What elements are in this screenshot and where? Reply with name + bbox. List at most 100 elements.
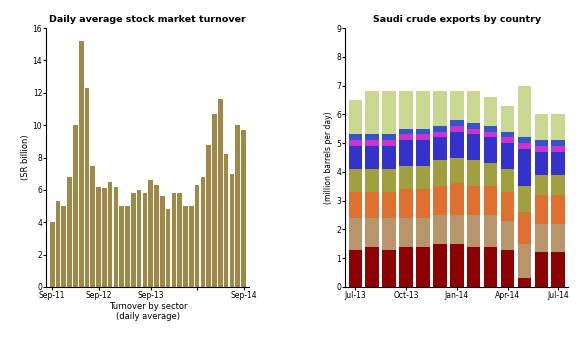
Bar bbox=[416, 166, 430, 189]
Bar bbox=[382, 169, 396, 192]
Bar bbox=[535, 140, 548, 146]
Bar bbox=[349, 250, 362, 287]
Bar bbox=[235, 125, 240, 287]
Bar bbox=[484, 132, 498, 137]
Bar bbox=[552, 252, 565, 287]
Bar bbox=[433, 126, 447, 132]
Bar bbox=[484, 215, 498, 247]
Bar bbox=[399, 189, 413, 218]
Bar bbox=[501, 221, 514, 250]
Bar bbox=[399, 140, 413, 166]
Bar bbox=[67, 177, 72, 287]
Bar bbox=[56, 201, 60, 287]
Bar bbox=[61, 206, 66, 287]
Bar bbox=[166, 209, 171, 287]
Bar bbox=[365, 218, 379, 247]
Bar bbox=[535, 195, 548, 224]
Bar bbox=[535, 252, 548, 287]
Bar bbox=[501, 132, 514, 137]
Bar bbox=[535, 175, 548, 195]
Bar bbox=[433, 186, 447, 215]
Bar bbox=[484, 97, 498, 126]
Bar bbox=[467, 134, 480, 160]
Bar bbox=[552, 152, 565, 175]
Title: Daily average stock market turnover: Daily average stock market turnover bbox=[49, 15, 246, 24]
Bar bbox=[79, 41, 84, 287]
Bar bbox=[365, 140, 379, 146]
Bar bbox=[85, 88, 89, 287]
Bar bbox=[365, 247, 379, 287]
Bar bbox=[416, 134, 430, 140]
Bar bbox=[433, 160, 447, 186]
Bar bbox=[349, 100, 362, 134]
Bar bbox=[450, 126, 463, 132]
Bar bbox=[518, 85, 531, 137]
Bar bbox=[349, 140, 362, 146]
Bar bbox=[467, 215, 480, 247]
Bar bbox=[230, 174, 234, 287]
Bar bbox=[467, 123, 480, 129]
Y-axis label: (million barrels per day): (million barrels per day) bbox=[324, 111, 334, 204]
Bar bbox=[108, 182, 113, 287]
Bar bbox=[433, 215, 447, 244]
Bar bbox=[467, 160, 480, 186]
Bar bbox=[241, 130, 246, 287]
Bar bbox=[399, 129, 413, 134]
Bar bbox=[365, 169, 379, 192]
Bar bbox=[450, 183, 463, 215]
Bar bbox=[552, 140, 565, 146]
Y-axis label: (SR billion): (SR billion) bbox=[21, 135, 30, 180]
Bar bbox=[433, 244, 447, 287]
Bar bbox=[365, 91, 379, 134]
Bar bbox=[535, 224, 548, 252]
Bar bbox=[518, 149, 531, 186]
Bar bbox=[212, 114, 217, 287]
Bar bbox=[467, 129, 480, 134]
Bar bbox=[518, 212, 531, 244]
Bar bbox=[552, 195, 565, 224]
Bar bbox=[518, 137, 531, 143]
Bar bbox=[501, 192, 514, 221]
Bar bbox=[518, 244, 531, 278]
Bar bbox=[90, 166, 95, 287]
Bar bbox=[172, 193, 176, 287]
Bar bbox=[501, 143, 514, 169]
Bar bbox=[382, 140, 396, 146]
Bar bbox=[518, 278, 531, 287]
Bar bbox=[467, 247, 480, 287]
Bar bbox=[349, 169, 362, 192]
Bar bbox=[177, 193, 182, 287]
Bar bbox=[201, 177, 205, 287]
Bar bbox=[416, 129, 430, 134]
Bar bbox=[382, 134, 396, 140]
Bar bbox=[484, 163, 498, 186]
Bar bbox=[365, 146, 379, 169]
Bar bbox=[365, 134, 379, 140]
Bar bbox=[552, 114, 565, 140]
Bar bbox=[501, 137, 514, 143]
Bar bbox=[450, 158, 463, 183]
Bar bbox=[349, 146, 362, 169]
Bar bbox=[484, 186, 498, 215]
Bar bbox=[399, 218, 413, 247]
Bar bbox=[365, 192, 379, 218]
Bar bbox=[484, 137, 498, 163]
Bar bbox=[433, 91, 447, 126]
Bar bbox=[450, 91, 463, 120]
Bar bbox=[131, 193, 136, 287]
Bar bbox=[195, 185, 200, 287]
Bar bbox=[399, 247, 413, 287]
Bar bbox=[114, 187, 118, 287]
Bar bbox=[148, 180, 153, 287]
Bar bbox=[382, 91, 396, 134]
Bar bbox=[96, 187, 101, 287]
Bar bbox=[433, 132, 447, 137]
Bar bbox=[349, 218, 362, 250]
Bar bbox=[450, 132, 463, 158]
Bar bbox=[416, 91, 430, 129]
Bar bbox=[467, 186, 480, 215]
Bar bbox=[552, 146, 565, 152]
Bar bbox=[518, 143, 531, 149]
Bar bbox=[433, 137, 447, 160]
Bar bbox=[183, 206, 188, 287]
